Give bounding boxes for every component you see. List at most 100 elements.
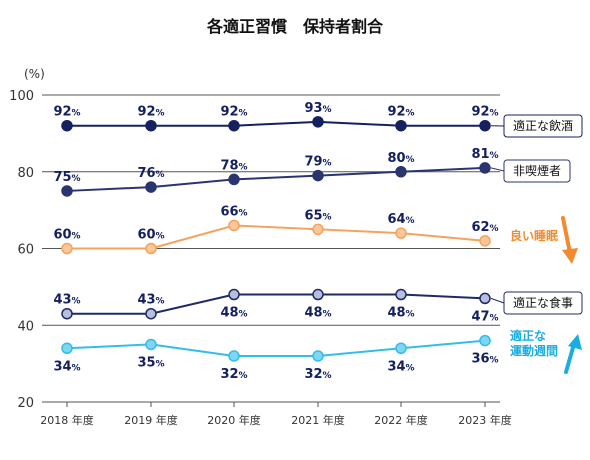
y-tick-label: 60 [17, 243, 34, 258]
legend-label: 良い睡眠 [510, 228, 558, 243]
data-label: 34% [387, 359, 414, 374]
data-label: 66% [220, 204, 247, 219]
data-point [395, 166, 407, 178]
legend-label: 適正な飲酒 [513, 118, 573, 133]
data-label: 78% [220, 158, 247, 173]
legend-connector [490, 167, 505, 172]
y-tick-label: 40 [17, 319, 34, 334]
y-tick-label: 80 [17, 166, 34, 181]
arrow-up-icon [564, 342, 576, 374]
data-point [312, 116, 324, 128]
data-label: 79% [304, 155, 331, 170]
series-line [66, 166, 486, 192]
data-label: 81% [471, 147, 498, 162]
data-point [228, 219, 240, 232]
data-label: 64% [387, 212, 414, 227]
series-line [67, 293, 486, 315]
data-label: 60% [137, 228, 164, 243]
legend-connector [490, 297, 505, 304]
data-label: 92% [471, 105, 498, 120]
data-point [312, 223, 324, 236]
data-point [61, 307, 73, 320]
x-tick-label: 2019 年度 [124, 413, 178, 427]
series-line [67, 224, 486, 250]
data-point [145, 119, 157, 132]
x-tick-label: 2020 年度 [207, 413, 261, 427]
data-point [395, 288, 407, 301]
axes: 20 40 60 80 100 2018 年度 2019 年度 2020 年度 2021 年度 2… [9, 89, 512, 427]
data-point [228, 350, 240, 362]
data-point [61, 119, 73, 132]
data-label: 92% [387, 105, 414, 120]
chart-title: 各適正習慣 保持者割合 [206, 17, 384, 36]
data-point [479, 292, 491, 305]
data-point [61, 342, 73, 355]
data-point [228, 288, 240, 301]
data-point [228, 173, 240, 186]
y-tick-label: 20 [17, 396, 34, 411]
data-point [479, 162, 491, 174]
data-point [61, 185, 73, 197]
legend-box [503, 159, 571, 183]
data-label: 32% [304, 367, 331, 382]
data-point [61, 242, 73, 255]
series-1 [61, 162, 491, 197]
arrow-head-down-icon [562, 248, 578, 264]
legend-box [503, 114, 583, 138]
data-point [479, 119, 491, 132]
data-label: 62% [471, 220, 498, 235]
data-label: 34% [53, 359, 80, 374]
data-point [145, 338, 157, 351]
y-tick-label: 100 [9, 89, 34, 104]
y-axis-unit: (%) [24, 67, 45, 81]
data-point [479, 334, 491, 347]
x-tick-label: 2022 年度 [374, 413, 428, 427]
legend-label: 適正な運動週間 [510, 328, 558, 358]
data-point [395, 119, 407, 132]
data-point [228, 119, 240, 132]
data-label: 80% [387, 151, 414, 166]
data-labels: 92% 92% 92% 93% 92% 92% 75% 76% 78% 79% 80% 81% 60% 6… [53, 101, 498, 382]
data-point [312, 288, 324, 301]
data-label: 75% [53, 170, 80, 185]
arrow-down-icon [561, 216, 572, 255]
series-line [66, 339, 486, 357]
data-label: 36% [471, 352, 498, 367]
data-label: 93% [304, 101, 331, 116]
data-label: 48% [304, 306, 331, 321]
data-label: 92% [53, 105, 80, 120]
x-tick-label: 2021 年度 [291, 413, 345, 427]
data-point [312, 350, 324, 362]
legend-box [503, 291, 583, 315]
series-2 [61, 219, 491, 255]
data-label: 32% [220, 367, 247, 382]
series-4 [61, 334, 491, 362]
data-label: 48% [387, 306, 414, 321]
series-layer [61, 116, 491, 362]
legend-label: 適正な食事 [513, 295, 573, 310]
x-tick-label: 2023 年度 [458, 413, 512, 427]
data-label: 65% [304, 208, 331, 223]
data-label: 47% [471, 309, 498, 324]
data-point [312, 169, 324, 182]
data-label: 92% [220, 105, 247, 120]
data-point [395, 342, 407, 355]
data-label: 48% [220, 306, 247, 321]
legend-label: 非喫煙者 [513, 164, 561, 178]
x-tick-label: 2018 年度 [40, 413, 94, 427]
data-label: 92% [137, 105, 164, 120]
data-point [395, 227, 407, 239]
data-label: 35% [137, 355, 164, 370]
data-point [145, 242, 157, 255]
data-label: 60% [53, 228, 80, 243]
series-line [67, 120, 485, 127]
data-point [479, 235, 491, 247]
arrow-head-up-icon [568, 334, 582, 350]
data-label: 43% [137, 293, 164, 308]
data-label: 76% [137, 166, 164, 181]
data-point [145, 307, 157, 320]
data-label: 43% [53, 293, 80, 308]
